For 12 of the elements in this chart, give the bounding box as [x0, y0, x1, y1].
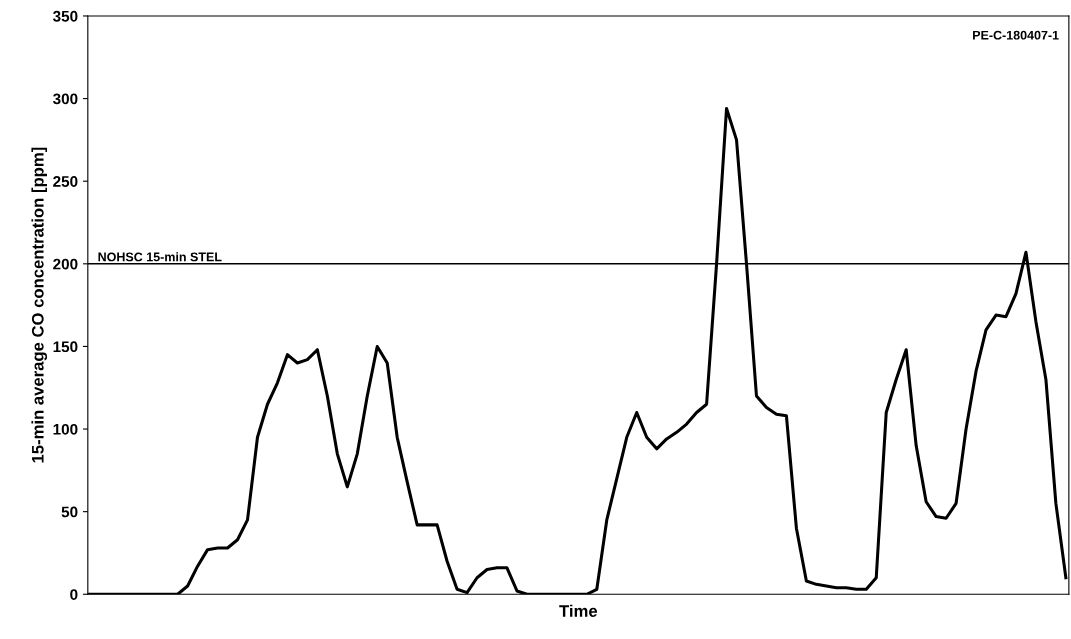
y-tick-label: 150 — [53, 341, 78, 353]
y-tick-label: 250 — [53, 176, 78, 187]
y-tick-label: 300 — [52, 93, 78, 105]
ref-line-label: NOHSC 15-min STEL — [98, 252, 222, 262]
annotation: PE-C-180407-1 — [973, 30, 1059, 40]
y-tick-label: 0 — [70, 589, 78, 600]
y-tick-label: 50 — [61, 506, 78, 518]
y-tick-label: 100 — [53, 423, 78, 435]
y-tick-label: 200 — [53, 258, 78, 270]
y-tick-label: 350 — [52, 10, 78, 22]
y-axis-title: 15-min average CO concentration [ppm] — [31, 147, 48, 463]
x-axis-title: Time — [559, 604, 598, 617]
